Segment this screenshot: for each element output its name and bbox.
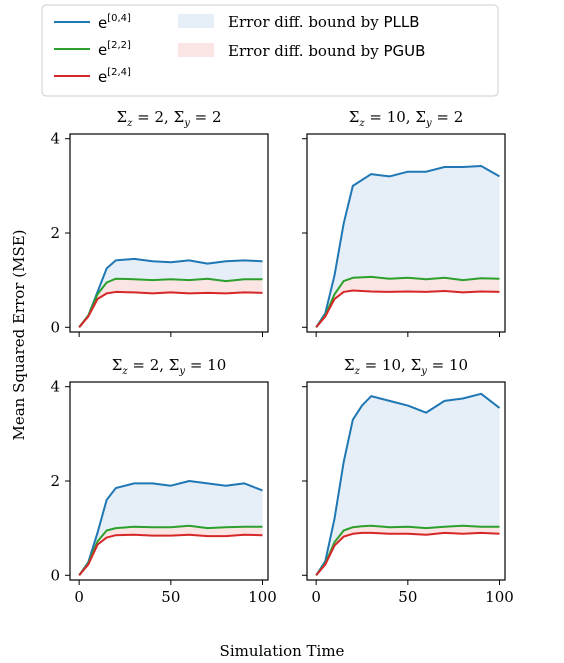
series-e24-line xyxy=(315,289,500,328)
subplot-title: Σz = 10, Σy = 2 xyxy=(349,108,464,129)
series-e22-line xyxy=(315,275,500,328)
legend-swatch-pllb xyxy=(178,14,214,28)
y-tick-label: 4 xyxy=(50,130,60,148)
series-e24-line xyxy=(78,290,263,328)
pgub-bound-area xyxy=(79,278,263,328)
series-e22-line xyxy=(78,277,263,328)
legend-label-pgub: Error diff. bound by PGUB xyxy=(228,42,425,60)
legend-swatch-pgub xyxy=(178,43,214,57)
x-axis-label: Simulation Time xyxy=(220,642,345,660)
subplot-bottom-right: Σz = 10, Σy = 10 0 50 100 xyxy=(302,356,514,606)
y-tick-label: 2 xyxy=(50,472,60,490)
y-tick-label: 2 xyxy=(50,224,60,242)
pgub-bound-area xyxy=(316,525,500,576)
pllb-bound-area xyxy=(79,481,263,576)
legend-label-e24: e[2,4] xyxy=(98,67,131,86)
subplot-title: Σz = 2, Σy = 2 xyxy=(117,108,222,129)
subplot-top-right: Σz = 10, Σy = 2 xyxy=(302,108,506,337)
x-tick-label: 0 xyxy=(311,588,321,606)
series-e04-line xyxy=(315,165,500,328)
pllb-bound-area xyxy=(316,393,500,576)
pgub-bound-area xyxy=(316,276,500,328)
y-tick-label: 0 xyxy=(50,566,60,584)
subplot-title: Σz = 2, Σy = 10 xyxy=(112,356,227,377)
x-tick-label: 50 xyxy=(161,588,180,606)
legend-label-pllb: Error diff. bound by PLLB xyxy=(228,13,420,31)
legend-label-e22: e[2,2] xyxy=(98,40,131,59)
subplot-title: Σz = 10, Σy = 10 xyxy=(344,356,468,377)
y-axis-label: Mean Squared Error (MSE) xyxy=(10,229,28,440)
series-e22-line xyxy=(78,524,263,576)
axes-frame xyxy=(69,381,269,581)
series-e04-line xyxy=(78,257,263,328)
x-tick-label: 100 xyxy=(485,588,514,606)
legend-label-e04: e[0,4] xyxy=(98,13,131,32)
y-tick-label: 4 xyxy=(50,378,60,396)
subplot-bottom-left: Σz = 2, Σy = 10 0 50 100 0 2 4 xyxy=(50,356,276,606)
axes-frame xyxy=(69,133,269,333)
x-tick-label: 50 xyxy=(398,588,417,606)
series-e22-line xyxy=(315,524,500,576)
series-e04-line xyxy=(78,480,263,576)
pllb-bound-area xyxy=(316,166,500,328)
legend: e[0,4] e[2,2] e[2,4] Error diff. bound b… xyxy=(41,4,499,97)
series-e24-line xyxy=(78,533,263,576)
legend-frame xyxy=(41,4,499,97)
x-tick-label: 100 xyxy=(248,588,277,606)
series-e04-line xyxy=(315,392,501,576)
pgub-bound-area xyxy=(79,525,263,576)
x-tick-label: 0 xyxy=(74,588,84,606)
pllb-bound-area xyxy=(79,258,263,328)
subplot-top-left: Σz = 2, Σy = 2 0 2 4 xyxy=(50,108,269,337)
y-tick-label: 0 xyxy=(50,318,60,336)
series-e24-line xyxy=(315,531,500,576)
